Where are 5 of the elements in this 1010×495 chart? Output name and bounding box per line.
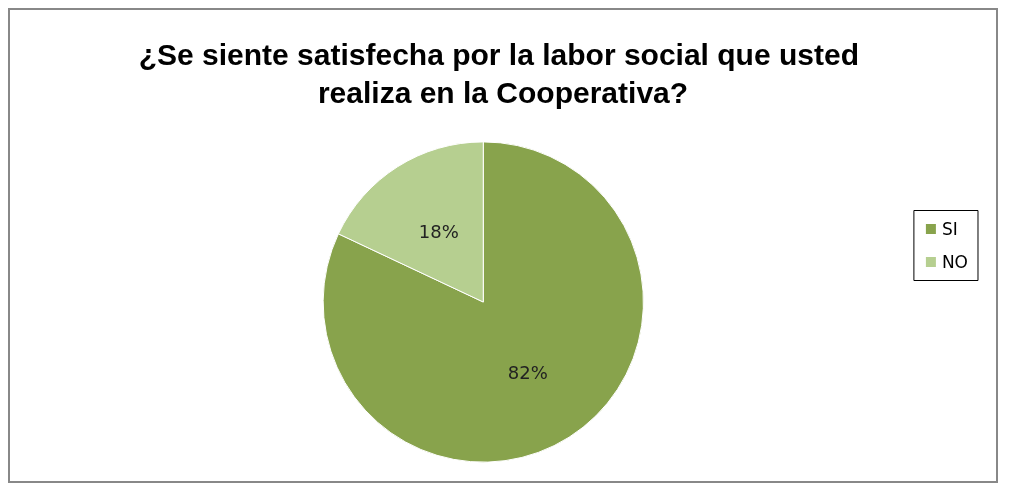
chart-title: ¿Se siente satisfecha por la labor social que usted realiza en la Cooperativa? [138,37,868,109]
data-label: 82% [507,361,548,383]
legend-label: SI [941,219,958,239]
data-label: 18% [418,221,459,243]
legend-label: NO [941,252,969,272]
